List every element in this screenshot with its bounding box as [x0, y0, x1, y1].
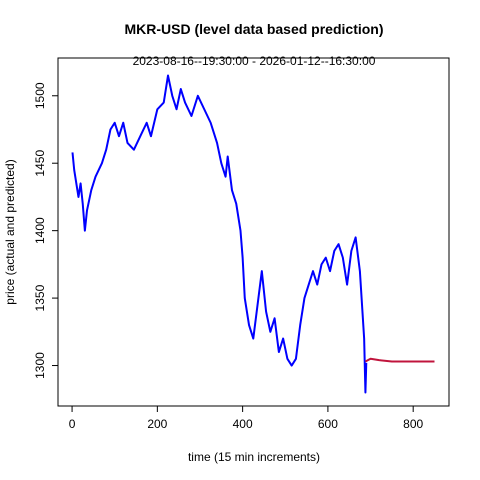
x-tick-label: 0 [69, 417, 76, 431]
series-line [71, 74, 368, 394]
x-tick-label: 200 [147, 417, 167, 431]
chart-title: MKR-USD (level data based prediction) [124, 21, 383, 37]
x-tick-label: 800 [403, 417, 423, 431]
series-line [364, 357, 435, 363]
y-axis-label: price (actual and predicted) [3, 159, 17, 304]
x-axis-label: time (15 min increments) [188, 450, 320, 464]
y-tick-label: 1500 [33, 82, 47, 109]
plot-frame [57, 57, 450, 407]
x-tick-label: 400 [233, 417, 253, 431]
y-tick-label: 1300 [33, 352, 47, 379]
y-tick-label: 1350 [33, 284, 47, 311]
chart-subtitle: 2023-08-16--19:30:00 - 2026-01-12--16:30… [133, 54, 376, 68]
x-tick-label: 600 [318, 417, 338, 431]
y-tick-label: 1450 [33, 150, 47, 177]
y-tick-label: 1400 [33, 217, 47, 244]
